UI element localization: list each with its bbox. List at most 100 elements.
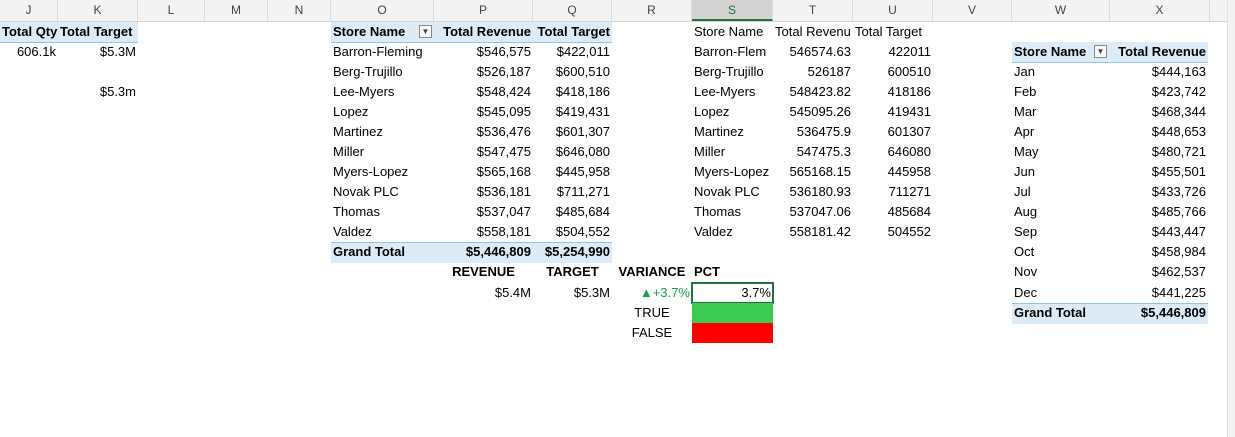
raw-header-target[interactable]: Total Target [855, 24, 922, 39]
raw-store-cell[interactable]: Berg-Trujillo [694, 64, 764, 79]
col-header-u[interactable]: U [853, 0, 933, 21]
col-header-n[interactable]: N [268, 0, 331, 21]
pivot2-revenue-cell[interactable]: $444,163 [1151, 64, 1206, 79]
active-cell-selection[interactable] [691, 282, 774, 304]
pivot1-store-cell[interactable]: Barron-Fleming [333, 44, 423, 59]
raw-revenue-cell[interactable]: 545095.26 [789, 104, 851, 119]
raw-target-cell[interactable]: 711271 [888, 184, 931, 199]
pivot1-revenue-cell[interactable]: $558,181 [476, 224, 531, 239]
raw-header-store[interactable]: Store Name [694, 24, 764, 39]
kpi-variance-value[interactable]: ▲+3.7% [639, 285, 690, 300]
pivot2-revenue-cell[interactable]: $443,447 [1151, 224, 1206, 239]
raw-store-cell[interactable]: Novak PLC [694, 184, 760, 199]
pivot2-header-store[interactable]: Store Name [1014, 44, 1087, 59]
pivot1-target-cell[interactable]: $422,011 [556, 44, 610, 59]
col-header-o[interactable]: O [331, 0, 434, 21]
raw-target-cell[interactable]: 646080 [887, 144, 931, 159]
pivot2-month-cell[interactable]: Sep [1014, 224, 1038, 239]
pivot1-revenue-cell[interactable]: $537,047 [476, 204, 531, 219]
pivot2-month-cell[interactable]: Feb [1014, 84, 1037, 99]
summary-header-qty[interactable]: Total Qty [2, 24, 58, 39]
pivot2-month-cell[interactable]: Mar [1014, 104, 1037, 119]
pivot2-revenue-cell[interactable]: $485,766 [1151, 204, 1206, 219]
pivot2-month-cell[interactable]: Dec [1014, 285, 1038, 300]
pivot2-month-cell[interactable]: Jul [1014, 184, 1031, 199]
filter-dropdown-icon[interactable]: ▼ [419, 25, 432, 38]
kpi-header-pct[interactable]: PCT [694, 264, 720, 279]
raw-target-cell[interactable]: 504552 [887, 224, 931, 239]
pivot1-target-cell[interactable]: $418,186 [555, 84, 610, 99]
pivot1-revenue-cell[interactable]: $546,575 [476, 44, 531, 59]
pivot2-revenue-cell[interactable]: $480,721 [1151, 144, 1206, 159]
col-header-m[interactable]: M [205, 0, 268, 21]
kpi-false-label[interactable]: FALSE [631, 325, 673, 340]
kpi-pct-value[interactable]: 3.7% [741, 285, 771, 300]
pivot1-revenue-cell[interactable]: $548,424 [476, 84, 531, 99]
raw-revenue-cell[interactable]: 565168.15 [789, 164, 851, 179]
raw-revenue-cell[interactable]: 548423.82 [789, 84, 851, 99]
pivot2-revenue-cell[interactable]: $441,225 [1151, 285, 1206, 300]
pivot1-target-cell[interactable]: $646,080 [555, 144, 610, 159]
raw-store-cell[interactable]: Valdez [694, 224, 733, 239]
filter-dropdown-icon[interactable]: ▼ [1094, 45, 1107, 58]
pivot2-month-cell[interactable]: Aug [1014, 204, 1038, 219]
pivot2-grand-total-revenue[interactable]: $5,446,809 [1140, 305, 1206, 320]
pivot1-store-cell[interactable]: Novak PLC [333, 184, 399, 199]
pivot1-grand-total-target[interactable]: $5,254,990 [544, 244, 610, 259]
raw-revenue-cell[interactable]: 526187 [807, 64, 851, 79]
raw-store-cell[interactable]: Barron-Flem [694, 44, 767, 59]
kpi-header-revenue[interactable]: REVENUE [452, 264, 515, 279]
col-header-k[interactable]: K [58, 0, 138, 21]
pivot1-store-cell[interactable]: Berg-Trujillo [333, 64, 403, 79]
raw-target-cell[interactable]: 418186 [887, 84, 931, 99]
col-header-s[interactable]: S [692, 0, 773, 21]
pivot1-revenue-cell[interactable]: $547,475 [476, 144, 531, 159]
kpi-true-label[interactable]: TRUE [634, 305, 670, 320]
vertical-scrollbar[interactable] [1227, 0, 1235, 437]
false-color-swatch[interactable] [692, 323, 773, 343]
pivot1-grand-total-revenue[interactable]: $5,446,809 [465, 244, 531, 259]
pivot2-month-cell[interactable]: Apr [1014, 124, 1035, 139]
raw-revenue-cell[interactable]: 558181.42 [789, 224, 851, 239]
pivot2-month-cell[interactable]: Jan [1014, 64, 1035, 79]
raw-target-cell[interactable]: 419431 [887, 104, 931, 119]
raw-store-cell[interactable]: Thomas [694, 204, 741, 219]
pivot2-header-revenue[interactable]: Total Revenue [1118, 44, 1206, 59]
pivot2-month-cell[interactable]: Jun [1014, 164, 1035, 179]
raw-store-cell[interactable]: Miller [694, 144, 726, 159]
pivot1-header-revenue[interactable]: Total Revenue [443, 24, 531, 39]
pivot1-target-cell[interactable]: $600,510 [555, 64, 610, 79]
pivot2-revenue-cell[interactable]: $433,726 [1151, 184, 1206, 199]
raw-store-cell[interactable]: Lopez [694, 104, 730, 119]
col-header-l[interactable]: L [138, 0, 205, 21]
raw-target-cell[interactable]: 601307 [887, 124, 931, 139]
raw-target-cell[interactable]: 445958 [887, 164, 931, 179]
kpi-header-variance[interactable]: VARIANCE [618, 264, 686, 279]
raw-header-revenue[interactable]: Total Revenu [775, 24, 851, 39]
pivot1-header-store[interactable]: Store Name [333, 24, 406, 39]
col-header-p[interactable]: P [434, 0, 533, 21]
pivot1-grand-total-label[interactable]: Grand Total [333, 244, 405, 259]
pivot1-target-cell[interactable]: $601,307 [555, 124, 610, 139]
true-color-swatch[interactable] [692, 303, 773, 323]
pivot1-revenue-cell[interactable]: $565,168 [476, 164, 531, 179]
pivot2-revenue-cell[interactable]: $448,653 [1151, 124, 1206, 139]
pivot1-target-cell[interactable]: $445,958 [555, 164, 610, 179]
pivot1-store-cell[interactable]: Miller [333, 144, 365, 159]
raw-store-cell[interactable]: Lee-Myers [694, 84, 756, 99]
kpi-target-value[interactable]: $5.3M [573, 285, 610, 300]
pivot1-target-cell[interactable]: $485,684 [555, 204, 610, 219]
raw-revenue-cell[interactable]: 537047.06 [789, 204, 851, 219]
pivot1-store-cell[interactable]: Valdez [333, 224, 372, 239]
col-header-t[interactable]: T [773, 0, 853, 21]
pivot2-revenue-cell[interactable]: $458,984 [1151, 244, 1206, 259]
raw-revenue-cell[interactable]: 536180.93 [789, 184, 851, 199]
summary-target-alt-value[interactable]: $5.3m [99, 84, 136, 99]
pivot2-month-cell[interactable]: May [1014, 144, 1039, 159]
raw-store-cell[interactable]: Martinez [694, 124, 744, 139]
pivot1-header-target[interactable]: Total Target [537, 24, 610, 39]
pivot1-store-cell[interactable]: Lee-Myers [333, 84, 395, 99]
col-header-w[interactable]: W [1012, 0, 1110, 21]
pivot2-revenue-cell[interactable]: $455,501 [1151, 164, 1206, 179]
kpi-revenue-value[interactable]: $5.4M [494, 285, 531, 300]
